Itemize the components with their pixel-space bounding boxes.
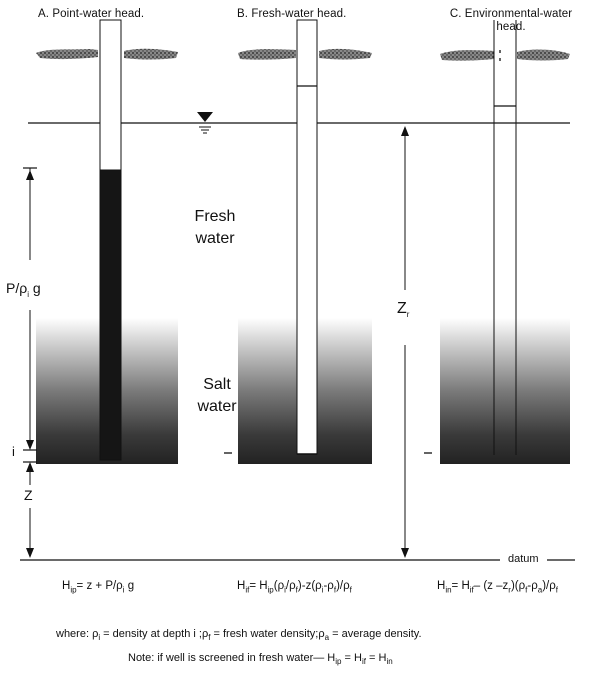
- formula-b-tail5-sub: f: [349, 585, 352, 595]
- formula-a-h: H: [62, 580, 71, 592]
- where-4: = average density.: [329, 628, 422, 640]
- formula-b: Hif= Hip(ρi/ρf)-z(ρi-ρf)/ρf: [237, 580, 352, 594]
- note-2-sub: if: [361, 657, 366, 667]
- land-surface: [36, 48, 570, 61]
- formula-a-end: g: [124, 580, 135, 592]
- zr-text: Z: [397, 300, 407, 317]
- fresh-label-line-1: Fresh: [194, 208, 236, 225]
- well-c: [493, 20, 517, 455]
- formula-c-tail2-sub: f: [525, 585, 528, 595]
- formula-a-rhs: = z + P/ρ: [76, 580, 123, 592]
- zr-sub: r: [406, 310, 410, 320]
- note-3-sub: in: [386, 657, 393, 667]
- where-3: = fresh water density;ρ: [210, 628, 325, 640]
- where-3-sub: a: [324, 633, 330, 643]
- formula-c-h-sub: in: [445, 585, 452, 595]
- fresh-water-label: Fresh water: [180, 206, 250, 250]
- formula-b-tail3: )-z(ρ: [297, 580, 322, 592]
- formula-b-tail2: /ρ: [285, 580, 296, 592]
- formula-c-tail: – (z –z: [473, 580, 509, 592]
- fresh-label-line-2: water: [195, 230, 235, 247]
- zr-dimension: [401, 126, 409, 558]
- formula-a-h-sub: ip: [70, 585, 77, 595]
- where-1-sub: i: [98, 633, 101, 643]
- formula-c-rest: = H: [451, 580, 470, 592]
- panel-a-title: A. Point-water head.: [38, 8, 145, 20]
- formula-b-h: H: [237, 580, 246, 592]
- where-note: where: ρi = density at depth i ;ρf = fre…: [56, 628, 422, 642]
- well-b: [296, 19, 318, 455]
- formula-b-tail5: )/ρ: [336, 580, 350, 592]
- formula-b-tail: (ρ: [273, 580, 285, 592]
- formula-b-tail-sub: i: [284, 585, 286, 595]
- formula-c-tail3: -ρ: [527, 580, 538, 592]
- salt-label-line-2: water: [197, 398, 237, 415]
- where-1: where: ρ: [56, 628, 99, 640]
- panel-b-title: B. Fresh-water head.: [237, 8, 347, 20]
- formula-c-tail3-sub: a: [537, 585, 543, 595]
- salt-water-label: Salt water: [187, 374, 247, 418]
- formula-b-tail4-sub: f: [333, 585, 337, 595]
- formula-c-tail4: )/ρ: [542, 580, 556, 592]
- note-1: Note: if well is screened in fresh water…: [128, 652, 336, 664]
- formula-b-h-sub: if: [245, 585, 250, 595]
- formula-c: Hin= Hif– (z –zr)(ρf-ρa)/ρf: [437, 580, 558, 594]
- formula-b-tail3-sub: i: [321, 585, 324, 595]
- pressure-g: g: [32, 280, 41, 296]
- formula-b-tail2-sub: f: [295, 585, 298, 595]
- water-table-icon: [197, 112, 213, 134]
- formula-c-tail4-sub: f: [555, 585, 559, 595]
- pressure-text: P/ρ: [6, 280, 28, 296]
- formula-b-rest: = H: [249, 580, 268, 592]
- salt-label-line-1: Salt: [203, 376, 231, 393]
- formula-b-sub2: ip: [267, 585, 274, 595]
- where-2-sub: f: [208, 633, 211, 643]
- note-2: = H: [341, 652, 362, 664]
- pressure-dimension: [23, 167, 37, 558]
- panel-c-title: C. Environmental-water head.: [449, 8, 573, 33]
- formula-c-tail2: )(ρ: [510, 580, 526, 592]
- pressure-label: P/ρi g: [6, 280, 41, 299]
- z-label: Z: [24, 487, 33, 503]
- formula-c-sub2: if: [469, 585, 474, 595]
- pressure-sub: i: [27, 289, 29, 299]
- formula-c-h: H: [437, 580, 446, 592]
- where-2: = density at depth i ;ρ: [100, 628, 209, 640]
- datum-label: datum: [506, 553, 541, 565]
- screened-note: Note: if well is screened in fresh water…: [128, 652, 393, 666]
- note-3: = H: [365, 652, 387, 664]
- formula-a: Hip= z + P/ρi g: [62, 580, 134, 594]
- well-a: [99, 19, 122, 461]
- formula-a-rhs-sub: i: [122, 585, 125, 595]
- formula-b-tail4: -ρ: [323, 580, 334, 592]
- zr-label: Zr: [397, 300, 410, 320]
- note-1-sub: ip: [335, 657, 342, 667]
- formula-c-tail-sub: r: [508, 585, 511, 595]
- i-label: i: [12, 444, 15, 459]
- salt-water-zone-c: [440, 318, 570, 464]
